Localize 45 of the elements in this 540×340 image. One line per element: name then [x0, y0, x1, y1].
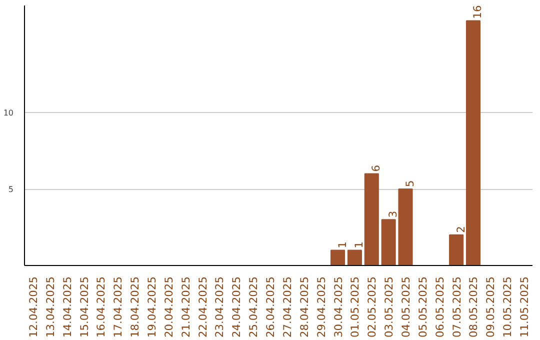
- x-tick-label: 15.04.2025: [78, 276, 91, 338]
- x-tick-label: 24.04.2025: [230, 276, 244, 338]
- data-label: 1: [352, 241, 366, 248]
- x-tick-label: 28.04.2025: [298, 276, 311, 338]
- bar: [466, 20, 481, 266]
- x-tick-label: 14.04.2025: [60, 276, 74, 338]
- x-tick-label: 10.05.2025: [501, 276, 514, 338]
- x-tick-label: 26.04.2025: [264, 276, 278, 338]
- x-tick-label: 11.05.2025: [518, 276, 532, 338]
- x-tick-label: 04.05.2025: [400, 276, 412, 338]
- x-tick-label: 09.05.2025: [484, 276, 498, 338]
- data-label: 16: [471, 5, 484, 19]
- x-tick-label: 29.04.2025: [314, 276, 328, 338]
- data-label: 6: [370, 164, 383, 172]
- data-label: 5: [404, 180, 416, 188]
- bar: [398, 188, 413, 266]
- data-label: 2: [454, 226, 468, 233]
- x-tick-label: 12.04.2025: [26, 276, 40, 338]
- x-tick-label: 13.04.2025: [44, 276, 57, 338]
- x-tick-label: 08.05.2025: [467, 276, 480, 338]
- x-tick-label: 01.05.2025: [348, 276, 362, 338]
- x-tick-label: 22.04.2025: [196, 276, 210, 338]
- x-tick-label: 05.05.2025: [416, 276, 430, 338]
- bar: [381, 219, 396, 266]
- x-tick-label: 17.04.2025: [112, 276, 125, 338]
- x-tick-label: 30.04.2025: [332, 276, 345, 338]
- x-tick-label: 16.04.2025: [94, 276, 108, 338]
- x-tick-label: 23.04.2025: [213, 276, 226, 338]
- data-label: 1: [336, 241, 349, 248]
- x-tick-label: 21.04.2025: [179, 276, 192, 338]
- x-tick-label: 25.04.2025: [247, 276, 260, 338]
- x-tick-label: 07.05.2025: [450, 276, 464, 338]
- data-label: 3: [386, 210, 400, 218]
- x-tick-label: 02.05.2025: [366, 276, 379, 338]
- x-tick-label: 19.04.2025: [146, 276, 158, 338]
- x-tick-label: 20.04.2025: [162, 276, 176, 338]
- x-tick-label: 18.04.2025: [128, 276, 142, 338]
- bar: [347, 250, 362, 266]
- bar: [449, 234, 464, 266]
- bar: [364, 173, 379, 266]
- x-tick-label: 27.04.2025: [280, 276, 294, 338]
- y-tick-label: 10: [3, 108, 14, 118]
- x-tick-label: 06.05.2025: [433, 276, 446, 338]
- x-tick-label: 03.05.2025: [382, 276, 396, 338]
- bar: [330, 250, 346, 266]
